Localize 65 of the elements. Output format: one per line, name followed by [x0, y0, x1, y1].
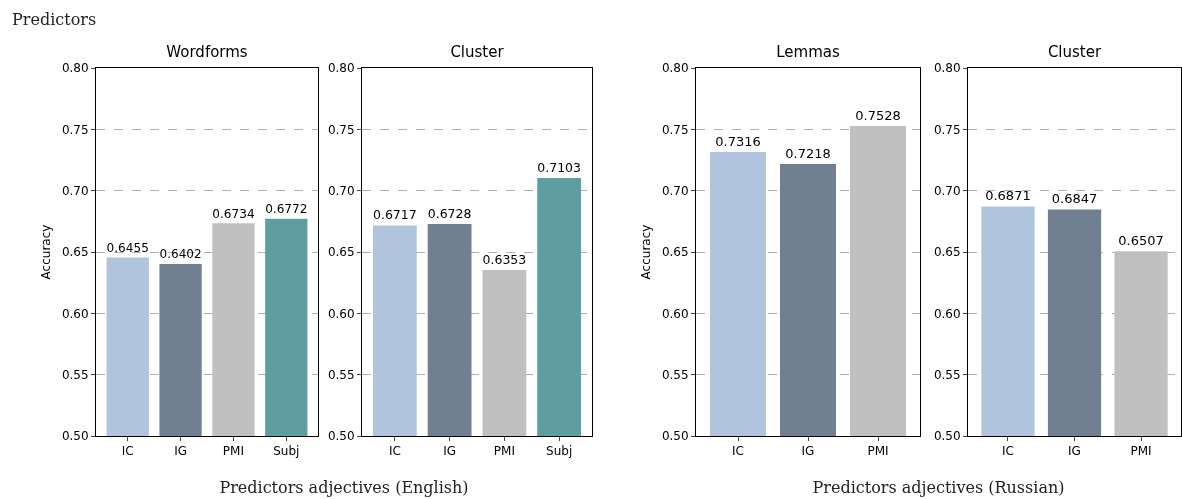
y-tick-label: 0.70 [327, 183, 355, 198]
x-tick-label: PMI [222, 444, 244, 459]
data-label: 0.6728 [427, 206, 472, 222]
y-tick-label: 0.50 [661, 429, 689, 444]
y-tick-label: 0.80 [933, 61, 961, 76]
data-label: 0.6734 [212, 206, 255, 221]
y-tick-label: 0.55 [61, 367, 89, 382]
x-tick-label: Subj [546, 444, 573, 459]
y-tick-label: 0.50 [61, 429, 89, 444]
y-tick-label: 0.55 [661, 367, 689, 382]
chart-title: Lemmas [776, 42, 840, 61]
x-tick-label: IC [1001, 444, 1014, 459]
y-tick-label: 0.75 [327, 122, 355, 137]
x-tick-label: IC [388, 444, 401, 459]
x-tick-label: IG [1068, 444, 1081, 459]
chart-title: Wordforms [166, 42, 248, 61]
y-tick-label: 0.65 [933, 245, 961, 260]
data-label: 0.6772 [265, 201, 308, 216]
x-tick-label: PMI [867, 444, 889, 459]
x-tick-label: IG [801, 444, 815, 459]
y-tick-label: 0.65 [61, 245, 89, 260]
y-tick-label: 0.60 [327, 306, 355, 321]
x-tick-label: IC [732, 444, 744, 459]
y-tick-label: 0.75 [661, 122, 689, 137]
x-tick-label: Subj [273, 444, 300, 459]
y-axis-title: Accuracy [639, 224, 654, 280]
data-label: 0.6507 [1118, 233, 1164, 249]
text: Predictors [12, 10, 97, 29]
y-axis-title: Accuracy [39, 224, 54, 280]
y-tick-label: 0.75 [933, 122, 961, 137]
y-tick-label: 0.65 [327, 245, 355, 260]
data-label: 0.7528 [855, 107, 901, 123]
chart-title: Cluster [1047, 42, 1102, 61]
y-tick-label: 0.60 [933, 306, 961, 321]
data-label: 0.6455 [106, 240, 149, 255]
y-tick-label: 0.55 [933, 367, 961, 382]
data-label: 0.6871 [985, 188, 1031, 204]
data-label: 0.6847 [1051, 191, 1098, 207]
y-tick-label: 0.50 [327, 429, 355, 444]
y-tick-label: 0.80 [61, 61, 89, 76]
y-tick-label: 0.60 [61, 306, 89, 321]
data-label: 0.6717 [372, 207, 417, 223]
y-tick-label: 0.70 [933, 183, 961, 198]
text: Predictors adjectives (English) [219, 478, 469, 497]
x-tick-label: PMI [1130, 444, 1152, 459]
y-tick-label: 0.55 [327, 367, 355, 382]
data-label: 0.7103 [537, 160, 582, 176]
x-tick-label: PMI [493, 444, 515, 459]
chart-title: Cluster [450, 42, 505, 61]
y-tick-label: 0.60 [661, 306, 689, 321]
text: Predictors adjectives (Russian) [812, 478, 1065, 497]
x-tick-label: IG [174, 444, 187, 459]
y-tick-label: 0.50 [933, 429, 961, 444]
y-tick-label: 0.80 [661, 61, 689, 76]
y-tick-label: 0.75 [61, 122, 89, 137]
y-tick-label: 0.65 [661, 245, 689, 260]
data-label: 0.6402 [159, 247, 202, 262]
x-tick-label: IG [443, 444, 457, 459]
y-tick-label: 0.70 [61, 183, 89, 198]
data-label: 0.7316 [715, 133, 761, 149]
y-tick-label: 0.70 [661, 183, 689, 198]
data-label: 0.7218 [785, 145, 831, 161]
y-tick-label: 0.80 [327, 61, 355, 76]
x-tick-label: IC [121, 444, 134, 459]
data-label: 0.6353 [482, 252, 527, 268]
